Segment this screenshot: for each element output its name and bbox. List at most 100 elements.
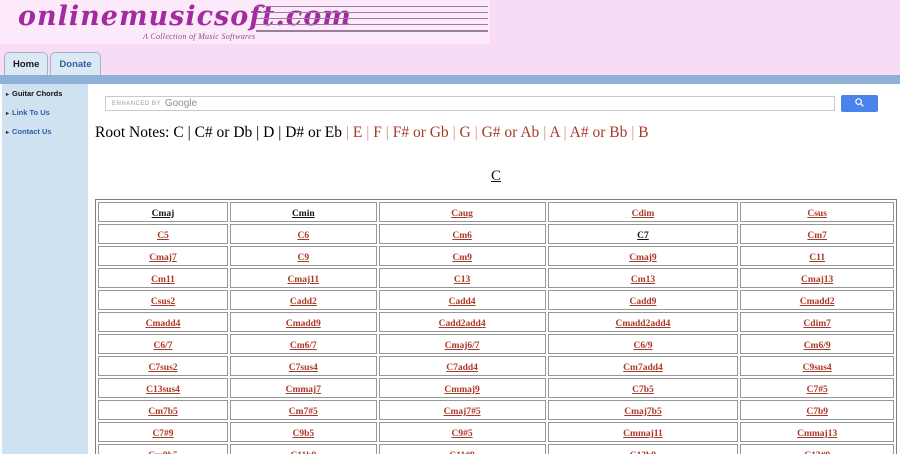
chord-link[interactable]: C11 (809, 253, 826, 263)
root-note-link[interactable]: F# or Gb (392, 124, 449, 141)
chord-link[interactable]: C7add4 (446, 363, 478, 373)
chord-link[interactable]: C13b9 (630, 451, 656, 454)
chord-link[interactable]: C13sus4 (146, 385, 180, 395)
chord-link[interactable]: Cmadd2add4 (615, 319, 671, 329)
root-note-link[interactable]: F (373, 124, 382, 141)
chord-link[interactable]: Cm11 (151, 275, 175, 285)
chord-link[interactable]: Cmaj9 (629, 253, 657, 263)
chord-link[interactable]: Cm7 (807, 231, 827, 241)
chord-link[interactable]: Cadd4 (448, 297, 476, 307)
chord-link[interactable]: Cdim7 (803, 319, 831, 329)
chord-link[interactable]: Cdim (631, 209, 655, 219)
chord-link[interactable]: Cmaj11 (287, 275, 320, 285)
staff-line (256, 6, 488, 7)
root-note-link[interactable]: D (263, 124, 275, 141)
chord-link[interactable]: Cm6/9 (803, 341, 831, 351)
chord-header-cell: Cdim (547, 202, 739, 222)
chord-cell: Cm13 (547, 268, 739, 288)
chord-link[interactable]: Cmmaj13 (797, 429, 838, 439)
chord-link[interactable]: C7b9 (806, 407, 828, 417)
arrow-bullet-icon: ▸ (6, 130, 10, 136)
chord-link[interactable]: Cmaj6/7 (444, 341, 480, 351)
chord-link[interactable]: C7sus2 (148, 363, 178, 373)
chord-link[interactable]: Cmadd2 (799, 297, 835, 307)
chord-link[interactable]: C9sus4 (802, 363, 832, 373)
chord-cell: Cm11 (98, 268, 229, 288)
root-notes-links: C | C# or Db | D | D# or Eb | E | F | F#… (173, 124, 648, 141)
chord-link[interactable]: C9b5 (292, 429, 315, 439)
chord-link[interactable]: Cmmaj7 (285, 385, 321, 395)
chord-link[interactable]: C7b5 (632, 385, 654, 395)
chord-link[interactable]: C7 (637, 231, 649, 241)
chord-link[interactable]: Cmmaj9 (444, 385, 480, 395)
chord-link[interactable]: Cmaj13 (801, 275, 834, 285)
chord-link[interactable]: C7#5 (806, 385, 828, 395)
root-note-link[interactable]: B (638, 124, 649, 141)
chord-link[interactable]: C7#9 (152, 429, 174, 439)
chord-link[interactable]: Cm13 (630, 275, 656, 285)
root-note-link[interactable]: C# or Db (194, 124, 253, 141)
tab-home[interactable]: Home (4, 52, 49, 75)
sidebar-item-contact-us[interactable]: ▸ Contact Us (6, 128, 88, 137)
chord-link[interactable]: Cm6/7 (289, 341, 317, 351)
chord-cell: Cmadd4 (98, 312, 229, 332)
chord-link[interactable]: C6/9 (633, 341, 653, 351)
search-input[interactable]: ENHANCED BY Google (105, 96, 835, 111)
chord-link[interactable]: C13#9 (804, 451, 830, 454)
root-note-link[interactable]: G# or Ab (481, 124, 540, 141)
chord-link[interactable]: C5 (157, 231, 169, 241)
chord-cell: Cadd4 (378, 290, 546, 310)
root-note-link[interactable]: A (549, 124, 560, 141)
chord-cell: C11#9 (378, 444, 546, 454)
root-note-link[interactable]: G (459, 124, 471, 141)
chord-link[interactable]: Cmaj7#5 (443, 407, 481, 417)
search-button[interactable] (841, 95, 878, 112)
root-note-link[interactable]: C (173, 124, 184, 141)
chord-link[interactable]: Cmaj (151, 209, 175, 219)
chord-link[interactable]: C9#5 (451, 429, 473, 439)
chord-cell: C13 (378, 268, 546, 288)
chord-link[interactable]: Cm7add4 (623, 363, 663, 373)
chord-link[interactable]: Cm9 (452, 253, 472, 263)
chord-link[interactable]: C11b9 (290, 451, 316, 454)
chord-link[interactable]: Cmadd4 (145, 319, 181, 329)
chord-link[interactable]: C13 (453, 275, 471, 285)
chord-link[interactable]: Cmadd9 (285, 319, 321, 329)
chord-cell: C7b9 (740, 400, 894, 420)
chord-link[interactable]: Cmaj7 (149, 253, 177, 263)
separator: | (627, 124, 639, 141)
chord-link[interactable]: Cadd2 (289, 297, 317, 307)
table-row: Cm7b5 Cm7#5 Cmaj7#5 Cmaj7b5 C7b9 (98, 400, 894, 420)
chord-link[interactable]: Cadd9 (629, 297, 657, 307)
chord-cell: Cadd2add4 (378, 312, 546, 332)
chord-link[interactable]: Cm6 (452, 231, 472, 241)
chord-table-body: C5 C6 Cm6 C7 Cm7 Cmaj7 C9 Cm9 Cmaj9 C11 Cm11 Cmaj11… (98, 224, 894, 454)
chord-link[interactable]: Cmmaj11 (623, 429, 663, 439)
tab-donate[interactable]: Donate (50, 52, 101, 75)
chord-link[interactable]: Caug (451, 209, 473, 219)
root-note-link[interactable]: A# or Bb (569, 124, 628, 141)
chord-link[interactable]: Cmaj7b5 (624, 407, 662, 417)
separator: | (274, 124, 286, 141)
chord-link[interactable]: C11#9 (449, 451, 474, 454)
chord-link[interactable]: Csus (807, 209, 827, 219)
chord-cell: Cmmaj9 (378, 378, 546, 398)
chord-link[interactable]: Cm7b5 (148, 407, 178, 417)
chord-link[interactable]: C6 (297, 231, 310, 241)
chord-link[interactable]: Cm7#5 (288, 407, 318, 417)
staff-line (256, 24, 488, 25)
chord-link[interactable]: Cadd2add4 (438, 319, 486, 329)
sidebar-item-link-to-us[interactable]: ▸ Link To Us (6, 109, 88, 118)
chord-table: Cmaj Cmin Caug Cdim Csus C5 C6 Cm6 C7 Cm7 Cmaj7 C9… (95, 199, 897, 454)
sidebar-item-guitar-chords[interactable]: ▸ Guitar Chords (6, 90, 88, 99)
chord-link[interactable]: Cmin (291, 209, 315, 219)
root-note-link[interactable]: E (352, 124, 363, 141)
chord-link[interactable]: C6/7 (153, 341, 173, 351)
chord-link[interactable]: C9 (297, 253, 310, 263)
chord-link[interactable]: Csus2 (150, 297, 176, 307)
chord-link[interactable]: Cm9b5 (148, 451, 178, 454)
chord-link[interactable]: C7sus4 (288, 363, 318, 373)
table-row: C6/7 Cm6/7 Cmaj6/7 C6/9 Cm6/9 (98, 334, 894, 354)
root-note-link[interactable]: D# or Eb (285, 124, 343, 141)
chord-cell: Cm6/7 (230, 334, 377, 354)
